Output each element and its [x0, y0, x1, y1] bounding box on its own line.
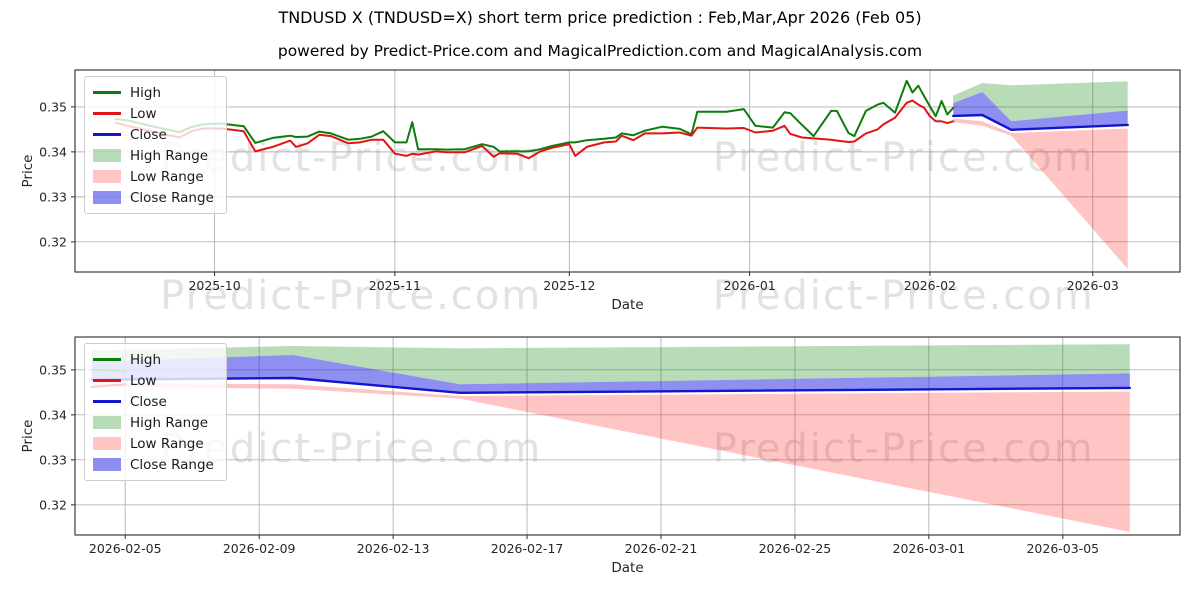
legend-item-close-range: Close Range — [93, 454, 214, 475]
y-tick-label: 0.35 — [39, 99, 67, 114]
low-range-band — [953, 118, 1128, 269]
y-tick-label: 0.33 — [39, 452, 67, 467]
x-axis-label: Date — [611, 560, 643, 576]
legend-label: Low Range — [130, 435, 204, 452]
page-title: TNDUSD X (TNDUSD=X) short term price pre… — [278, 8, 922, 27]
x-tick-label: 2026-03-05 — [1026, 541, 1099, 556]
legend-item-high: High — [93, 349, 214, 370]
legend-line-swatch — [93, 133, 121, 136]
legend-label: Close Range — [130, 189, 214, 206]
low-range-band — [91, 382, 1130, 532]
legend-line-swatch — [93, 112, 121, 115]
legend-label: Low — [130, 372, 157, 389]
legend-label: High — [130, 84, 162, 101]
x-tick-label: 2026-03-01 — [893, 541, 966, 556]
x-axis-label: Date — [611, 297, 643, 313]
legend-label: Low — [130, 105, 157, 122]
legend-patch-swatch — [93, 416, 121, 429]
legend-item-low-range: Low Range — [93, 433, 214, 454]
legend-item-high: High — [93, 82, 214, 103]
y-axis-label: Price — [20, 420, 36, 453]
y-axis-label: Price — [20, 155, 36, 188]
legend-label: Close Range — [130, 456, 214, 473]
close-range-band — [91, 355, 1130, 393]
legend-item-high-range: High Range — [93, 412, 214, 433]
x-tick-label: 2026-02-17 — [491, 541, 564, 556]
legend-label: High Range — [130, 414, 209, 431]
legend-line-swatch — [93, 400, 121, 403]
legend-patch-swatch — [93, 170, 121, 183]
x-tick-label: 2026-02-05 — [89, 541, 162, 556]
top-chart: Predict-Price.com Predict-Price.com Predic… — [20, 69, 1181, 319]
plot-border — [74, 336, 1181, 536]
x-tick-label: 2026-01 — [724, 278, 776, 293]
legend-item-low: Low — [93, 370, 214, 391]
legend: High Low Close High Range Low Range Close Ran… — [84, 76, 227, 214]
bottom-chart: Predict-Price.comPredict-Price.com2026-0… — [0, 330, 1200, 600]
x-tick-label: 2025-10 — [188, 278, 240, 293]
legend-patch-swatch — [93, 191, 121, 204]
y-tick-label: 0.32 — [39, 234, 67, 249]
high-range-band — [91, 344, 1130, 385]
x-tick-label: 2026-02-21 — [625, 541, 698, 556]
y-tick-label: 0.33 — [39, 189, 67, 204]
x-tick-label: 2025-11 — [369, 278, 421, 293]
y-tick-label: 0.32 — [39, 497, 67, 512]
y-tick-label: 0.35 — [39, 362, 67, 377]
high-line — [114, 79, 955, 153]
legend-line-swatch — [93, 358, 121, 361]
legend-item-close: Close — [93, 391, 214, 412]
legend: High Low Close High Range Low Range Close Ran… — [84, 343, 227, 481]
legend-patch-swatch — [93, 458, 121, 471]
legend-item-low: Low — [93, 103, 214, 124]
y-tick-label: 0.34 — [39, 407, 67, 422]
x-tick-label: 2025-12 — [543, 278, 595, 293]
y-tick-label: 0.34 — [39, 144, 67, 159]
x-tick-label: 2026-03 — [1067, 278, 1119, 293]
legend-item-close: Close — [93, 124, 214, 145]
low-line — [114, 99, 955, 160]
x-tick-label: 2026-02-09 — [223, 541, 296, 556]
legend-item-close-range: Close Range — [93, 187, 214, 208]
legend-patch-swatch — [93, 437, 121, 450]
legend-line-swatch — [93, 91, 121, 94]
legend-label: Close — [130, 393, 167, 410]
figure-subtitle: powered by Predict-Price.com and Magical… — [277, 42, 923, 60]
legend-label: Close — [130, 126, 167, 143]
x-tick-label: 2026-02 — [904, 278, 956, 293]
plot-border — [74, 69, 1181, 273]
close-line — [952, 113, 1129, 132]
history-and-forecast-canvas: 2025-10 2025-11 2025-12 2026-01 2026-02 2026-… — [20, 69, 1181, 313]
legend-item-high-range: High Range — [93, 145, 214, 166]
legend-label: Low Range — [130, 168, 204, 185]
legend-patch-swatch — [93, 149, 121, 162]
legend-label: High Range — [130, 147, 209, 164]
legend-line-swatch — [93, 379, 121, 382]
legend-label: High — [130, 351, 162, 368]
x-tick-label: 2026-02-25 — [759, 541, 832, 556]
legend-item-low-range: Low Range — [93, 166, 214, 187]
close-range-band — [953, 92, 1128, 130]
high-range-band — [953, 81, 1128, 122]
x-tick-label: 2026-02-13 — [357, 541, 430, 556]
